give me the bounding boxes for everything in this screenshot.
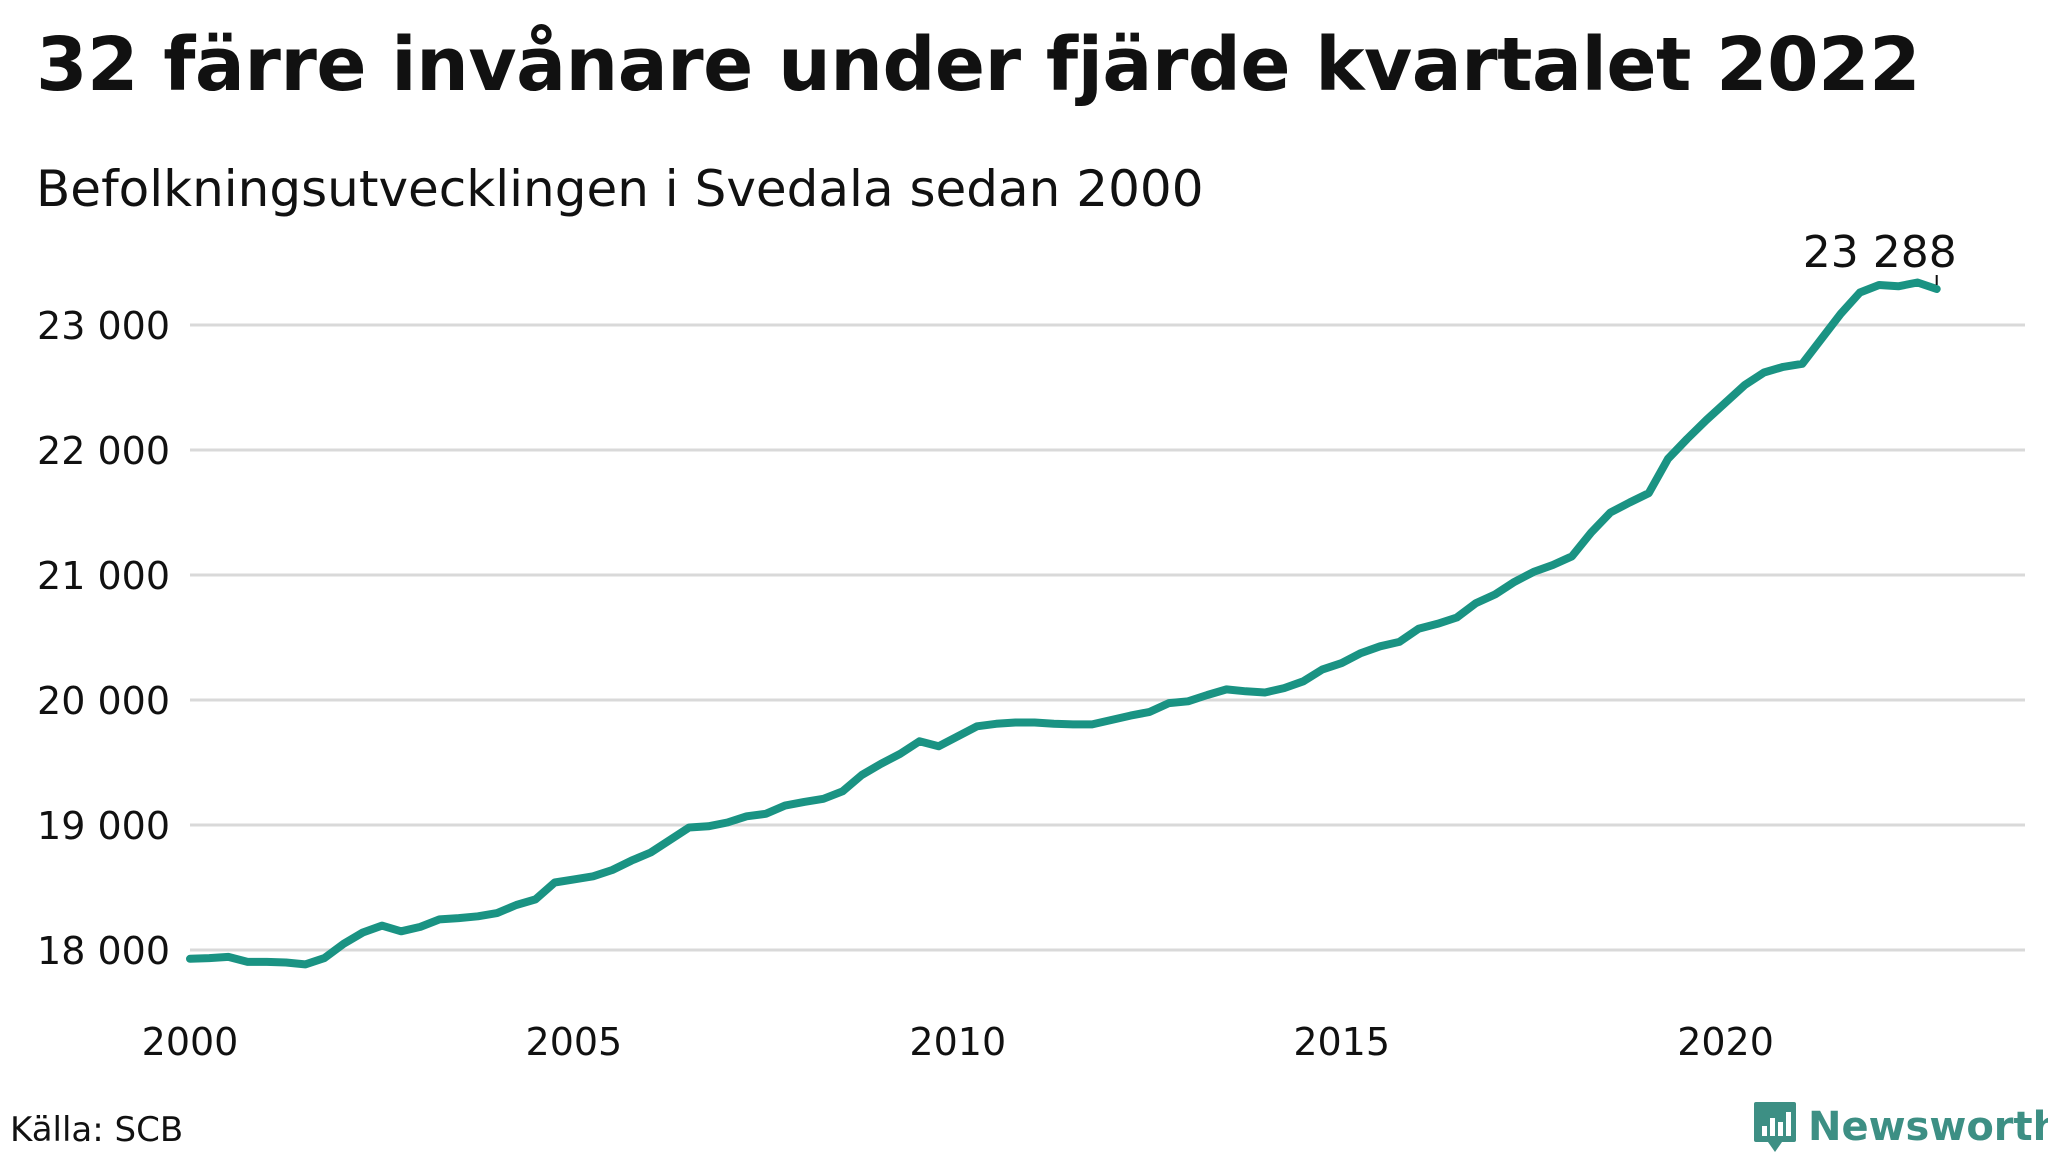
- y-tick-label: 22 000: [37, 429, 170, 473]
- bar-chart-icon: [1754, 1102, 1796, 1152]
- y-axis-tick-labels: 18 000 19 000 20 000 21 000 22 000 23 000: [37, 304, 170, 973]
- x-tick-label: 2010: [909, 1020, 1006, 1064]
- series-group: [186, 278, 1941, 969]
- y-tick-label: 19 000: [37, 804, 170, 848]
- chart-title: 32 färre invånare under fjärde kvartalet…: [36, 22, 1921, 108]
- x-tick-label: 2000: [142, 1020, 239, 1064]
- x-tick-label: 2020: [1677, 1020, 1774, 1064]
- x-tick-label: 2015: [1293, 1020, 1390, 1064]
- brand-name: Newsworthy: [1808, 1104, 2048, 1150]
- y-tick-label: 18 000: [37, 929, 170, 973]
- y-tick-label: 21 000: [37, 554, 170, 598]
- line-chart: 18 000 19 000 20 000 21 000 22 000 23 000 200…: [37, 227, 2025, 1064]
- annotation-group: 23 288: [1803, 227, 1957, 285]
- brand-logo: Newsworthy: [1752, 1100, 2048, 1154]
- series-line: [186, 278, 1941, 969]
- x-tick-label: 2005: [526, 1020, 623, 1064]
- x-axis-tick-labels: 2000 2005 2010 2015 2020: [142, 1020, 1774, 1064]
- chart-subtitle: Befolkningsutvecklingen i Svedala sedan …: [36, 160, 1204, 218]
- source-note: Källa: SCB: [10, 1110, 184, 1150]
- y-tick-label: 23 000: [37, 304, 170, 348]
- y-tick-label: 20 000: [37, 679, 170, 723]
- grid-lines: [190, 323, 2025, 952]
- last-value-label: 23 288: [1803, 227, 1957, 278]
